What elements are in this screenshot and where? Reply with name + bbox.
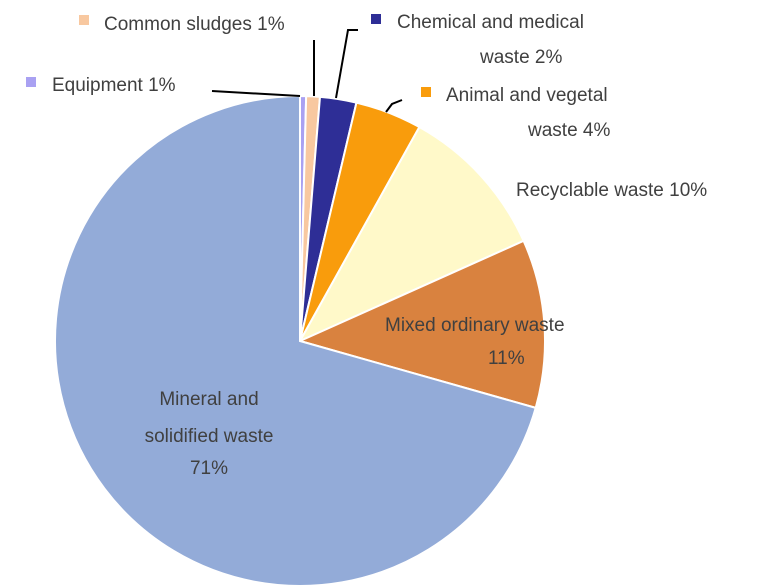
label-animal-line2: waste 4% [527,120,610,141]
leader-line-equipment [211,90,301,97]
label-chemical-line2: waste 2% [479,47,562,68]
label-equipment: Equipment 1% [52,75,176,96]
pie-slice-mineral-and-solidified-waste [54,94,537,587]
legend-marker-animal [421,87,431,97]
label-mineral-line2: solidified waste [145,426,274,447]
pie-slices [54,94,546,587]
label-mixed-line2: 11% [488,348,525,369]
pie-slice-mixed-ordinary-waste [297,239,546,410]
legend-marker-chemical [371,14,381,24]
legend-marker-sludges [79,15,89,25]
leader-line-chemical [335,29,358,99]
label-mixed-line1: Mixed ordinary waste [385,315,565,336]
label-chemical-line1: Chemical and medical [397,12,584,33]
label-mineral-line1: Mineral and [159,389,258,410]
label-sludges: Common sludges 1% [104,14,285,35]
pie-slice-recyclable-waste [297,125,525,344]
label-animal-line1: Animal and vegetal [446,85,608,106]
legend-marker-equipment [26,77,36,87]
leader-line-animal [385,99,403,113]
slice-labels: Equipment 1% Common sludges 1% Chemical … [26,12,707,479]
label-recyclable: Recyclable waste 10% [516,180,707,201]
leader-lines [211,29,403,113]
label-mineral-line3: 71% [190,458,228,479]
